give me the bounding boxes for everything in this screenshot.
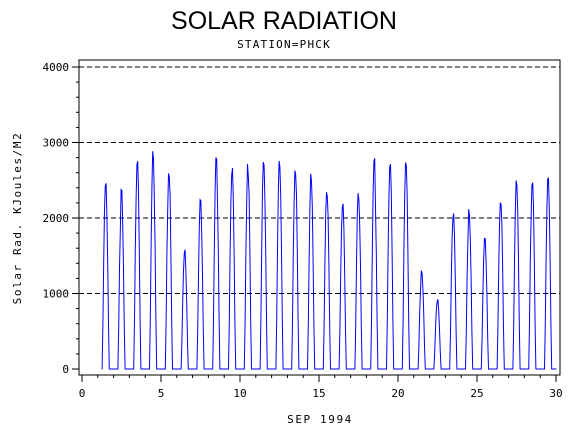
x-tick-label: 25 <box>470 387 483 400</box>
chart-subtitle: STATION=PHCK <box>237 38 331 51</box>
y-tick-label: 2000 <box>43 212 70 225</box>
grid-lines <box>79 66 560 294</box>
chart-title: SOLAR RADIATION <box>171 7 397 35</box>
y-tick-label: 3000 <box>43 137 70 150</box>
series-solar-radiation <box>101 151 557 370</box>
x-axis: 0 5 10 15 20 25 30 <box>79 375 563 400</box>
x-tick-label: 10 <box>233 387 246 400</box>
x-axis-label: SEP 1994 <box>287 413 353 426</box>
x-tick-label: 30 <box>549 387 562 400</box>
x-tick-label: 0 <box>79 387 86 400</box>
x-tick-label: 15 <box>312 387 325 400</box>
y-tick-label: 1000 <box>43 288 70 301</box>
y-axis: 0 1000 2000 3000 4000 <box>43 61 79 376</box>
y-tick-label: 4000 <box>43 61 70 74</box>
series-line <box>101 151 557 370</box>
y-tick-label: 0 <box>62 363 69 376</box>
x-tick-label: 5 <box>158 387 165 400</box>
x-tick-label: 20 <box>391 387 404 400</box>
y-axis-label: Solar Rad. KJoules/M2 <box>11 132 24 305</box>
